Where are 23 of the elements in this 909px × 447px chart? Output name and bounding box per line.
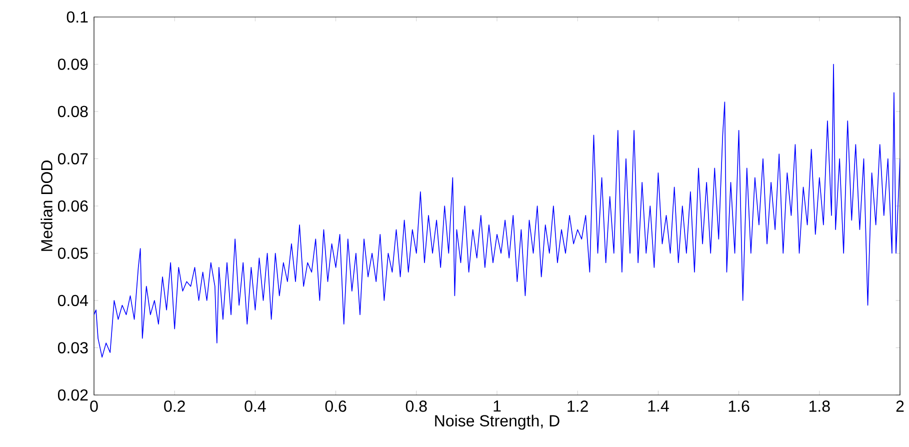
- y-tick-label: 0.05: [58, 248, 88, 259]
- x-tick-label: 1.4: [648, 400, 669, 412]
- line-series: [94, 64, 900, 358]
- x-tick-label: 1.8: [810, 400, 830, 412]
- y-axis-title: Median DOD: [40, 160, 52, 251]
- x-tick-label: 0.6: [325, 400, 346, 412]
- x-tick-label: 1: [494, 400, 501, 412]
- x-tick-label: 0.2: [164, 400, 185, 412]
- y-tick-label: 0.06: [58, 200, 88, 212]
- y-tick-label: 0.08: [58, 106, 88, 118]
- y-tick-label: 0.07: [58, 153, 88, 164]
- y-tick-label: 0.03: [58, 342, 88, 354]
- x-tick-label: 0.4: [244, 400, 266, 412]
- y-tick-label: 0.02: [58, 389, 88, 401]
- x-tick-label: 0: [90, 400, 98, 412]
- y-tick-label: 0.04: [58, 294, 88, 306]
- y-tick-label: 0.1: [66, 11, 88, 23]
- x-axis-title: Noise Strength, D: [435, 414, 560, 430]
- x-tick-label: 1.2: [568, 400, 588, 412]
- y-tick-label: 0.09: [58, 58, 88, 70]
- x-tick-label: 0.8: [406, 400, 427, 412]
- x-tick-label: 1.6: [728, 400, 750, 412]
- x-tick-label: 2: [896, 400, 904, 412]
